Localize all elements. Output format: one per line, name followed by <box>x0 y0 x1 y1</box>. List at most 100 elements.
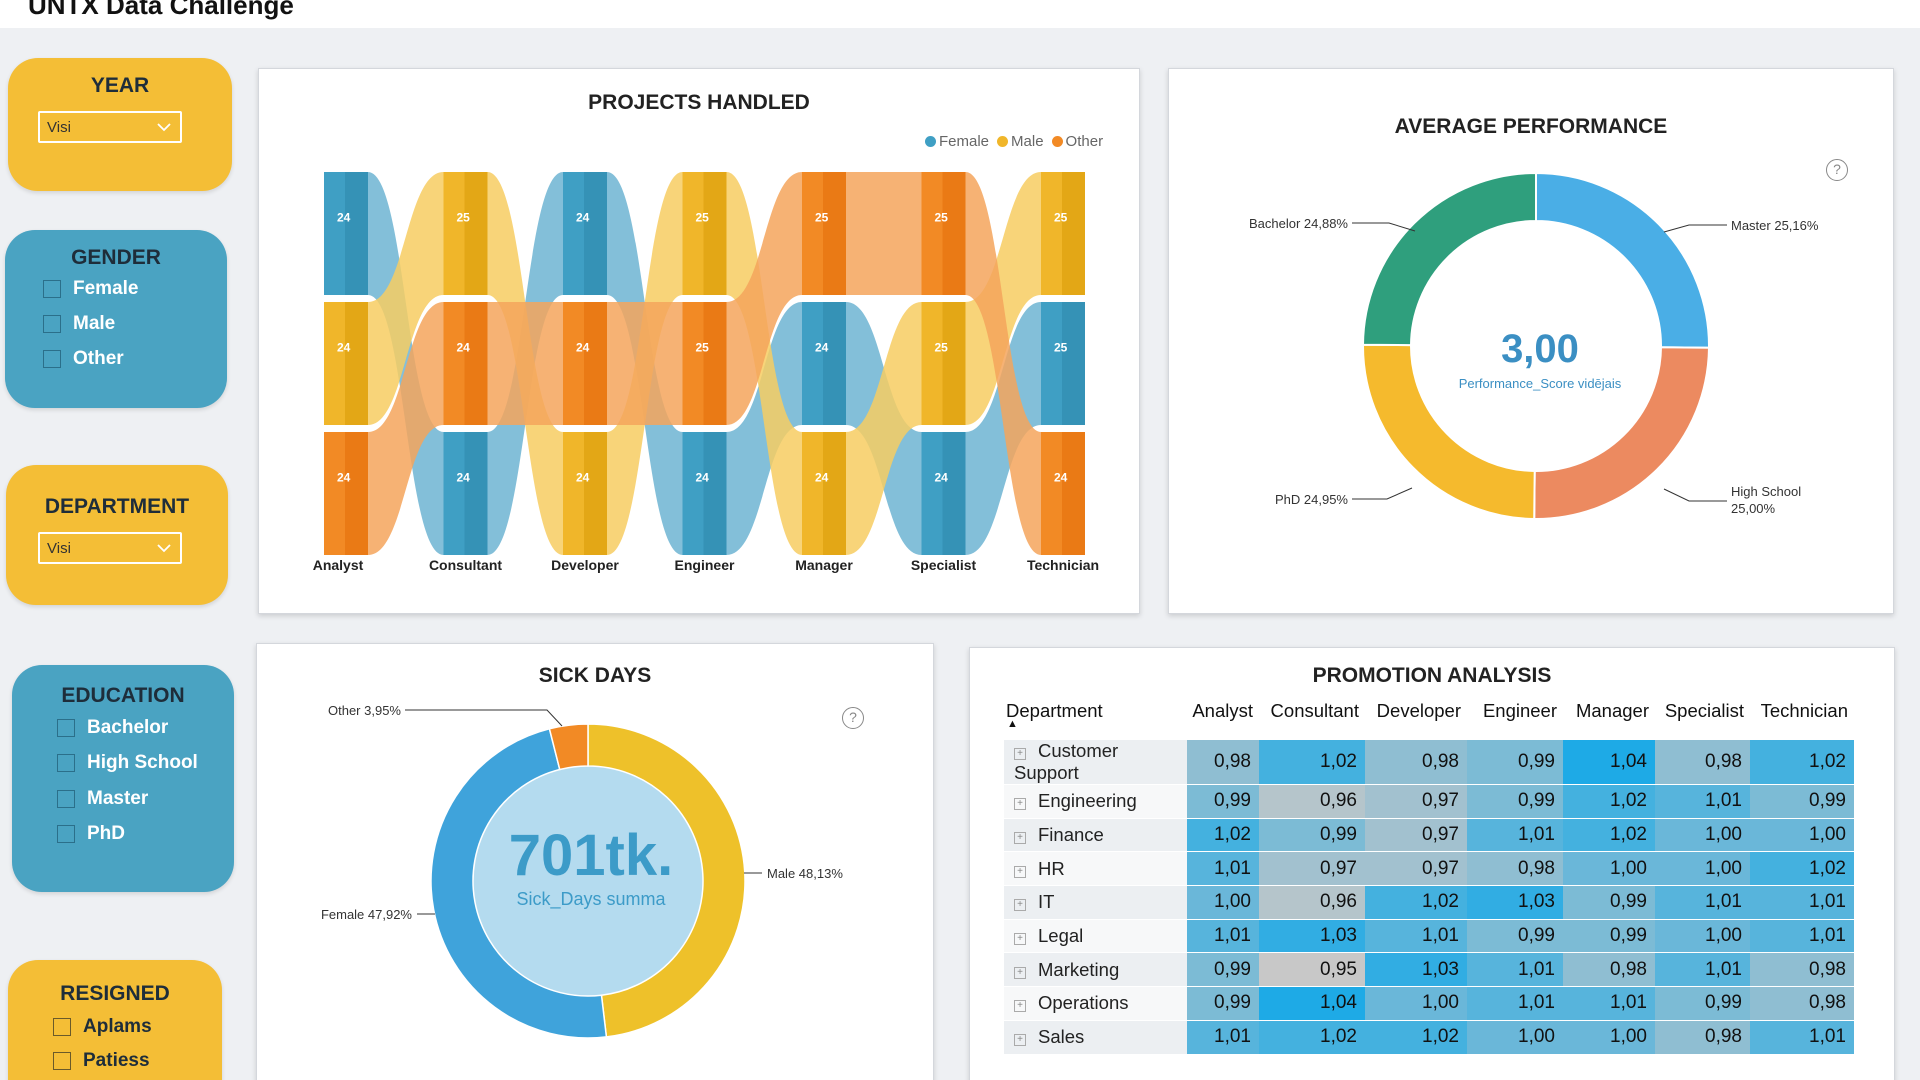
expand-icon[interactable]: + <box>1014 966 1026 979</box>
education-option-bachelor[interactable]: Bachelor <box>57 714 168 742</box>
matrix-cell[interactable]: 0,95 <box>1259 952 1365 987</box>
education-option-phd[interactable]: PhD <box>57 820 125 848</box>
ribbon-male[interactable] <box>726 172 803 555</box>
matrix-cell[interactable]: 0,97 <box>1365 851 1467 886</box>
matrix-cell[interactable]: 0,98 <box>1750 952 1854 987</box>
matrix-cell[interactable]: 1,02 <box>1187 818 1259 852</box>
matrix-cell[interactable]: 1,03 <box>1467 885 1563 920</box>
table-row[interactable]: + Sales 1,01 1,02 1,02 1,00 1,00 0,98 1,01 <box>1004 1020 1854 1054</box>
matrix-cell[interactable]: 1,04 <box>1259 986 1365 1021</box>
checkbox[interactable] <box>57 754 75 772</box>
matrix-cell[interactable]: 1,02 <box>1259 740 1365 785</box>
matrix-cell[interactable]: 1,00 <box>1655 818 1750 852</box>
sort-ascending-icon[interactable]: ▲ <box>1007 718 1018 730</box>
matrix-cell[interactable]: 0,99 <box>1563 885 1655 920</box>
matrix-cell[interactable]: 1,02 <box>1563 784 1655 819</box>
matrix-cell[interactable]: 1,01 <box>1187 851 1259 886</box>
matrix-cell[interactable]: 1,00 <box>1655 851 1750 886</box>
matrix-cell[interactable]: 1,01 <box>1467 952 1563 987</box>
matrix-cell[interactable]: 1,02 <box>1259 1020 1365 1054</box>
matrix-cell[interactable]: 0,96 <box>1259 885 1365 920</box>
ribbon-other[interactable] <box>846 172 922 295</box>
matrix-cell[interactable]: 1,00 <box>1187 885 1259 920</box>
matrix-cell[interactable]: 1,01 <box>1467 986 1563 1021</box>
gender-option-female[interactable]: Female <box>43 275 138 303</box>
ribbon-male[interactable] <box>965 172 1042 425</box>
checkbox[interactable] <box>53 1052 71 1070</box>
matrix-cell[interactable]: 1,00 <box>1365 986 1467 1021</box>
matrix-cell[interactable]: 1,00 <box>1467 1020 1563 1054</box>
matrix-cell[interactable]: 1,00 <box>1750 818 1854 852</box>
ribbon-male[interactable] <box>368 172 444 425</box>
row-header-cell[interactable]: + Finance <box>1004 818 1187 852</box>
column-header[interactable]: Analyst <box>1192 700 1253 721</box>
table-row[interactable]: + Engineering 0,99 0,96 0,97 0,99 1,02 1,01 0,99 <box>1004 784 1854 819</box>
ribbon-other[interactable] <box>726 172 803 425</box>
ribbon-male[interactable] <box>846 302 922 555</box>
matrix-cell[interactable]: 1,03 <box>1365 952 1467 987</box>
ribbon-female[interactable] <box>368 172 444 555</box>
matrix-cell[interactable]: 0,98 <box>1467 851 1563 886</box>
matrix-cell[interactable]: 1,01 <box>1655 784 1750 819</box>
table-row[interactable]: + Operations 0,99 1,04 1,00 1,01 1,01 0,99 0,98 <box>1004 986 1854 1021</box>
matrix-cell[interactable]: 0,99 <box>1467 784 1563 819</box>
matrix-cell[interactable]: 0,98 <box>1655 740 1750 785</box>
matrix-cell[interactable]: 1,04 <box>1563 740 1655 785</box>
resigned-option-aplams[interactable]: Aplams <box>53 1013 152 1041</box>
row-header-cell[interactable]: + Engineering <box>1004 784 1187 819</box>
checkbox[interactable] <box>53 1018 71 1036</box>
matrix-cell[interactable]: 0,98 <box>1750 986 1854 1021</box>
matrix-cell[interactable]: 1,00 <box>1563 1020 1655 1054</box>
matrix-cell[interactable]: 1,00 <box>1655 919 1750 953</box>
education-option-high-school[interactable]: High School <box>57 749 198 777</box>
matrix-cell[interactable]: 0,99 <box>1467 919 1563 953</box>
expand-icon[interactable]: + <box>1014 865 1026 878</box>
matrix-cell[interactable]: 1,02 <box>1750 740 1854 785</box>
ribbon-female[interactable] <box>965 302 1042 555</box>
matrix-cell[interactable]: 1,01 <box>1655 952 1750 987</box>
donut-slice[interactable] <box>1535 171 1710 349</box>
table-row[interactable]: + Finance 1,02 0,99 0,97 1,01 1,02 1,00 1,00 <box>1004 818 1854 852</box>
row-header-cell[interactable]: + Operations <box>1004 986 1187 1021</box>
row-header-cell[interactable]: + Marketing <box>1004 952 1187 987</box>
table-row[interactable]: + Customer Support 0,98 1,02 0,98 0,99 1,04 0,9… <box>1004 740 1854 785</box>
matrix-cell[interactable]: 1,01 <box>1750 885 1854 920</box>
ribbon-other[interactable] <box>487 302 564 425</box>
row-header-cell[interactable]: + IT <box>1004 885 1187 920</box>
department-dropdown[interactable]: Visi <box>38 532 182 564</box>
column-header[interactable]: Developer <box>1376 700 1461 721</box>
matrix-cell[interactable]: 1,03 <box>1259 919 1365 953</box>
matrix-cell[interactable]: 0,96 <box>1259 784 1365 819</box>
row-header-cell[interactable]: + Legal <box>1004 919 1187 953</box>
matrix-cell[interactable]: 1,02 <box>1750 851 1854 886</box>
help-icon[interactable]: ? <box>842 707 864 729</box>
matrix-cell[interactable]: 1,02 <box>1365 885 1467 920</box>
donut-slice[interactable] <box>1361 171 1537 347</box>
matrix-cell[interactable]: 1,01 <box>1467 818 1563 852</box>
matrix-cell[interactable]: 1,01 <box>1750 919 1854 953</box>
matrix-cell[interactable]: 0,99 <box>1187 952 1259 987</box>
row-header-cell[interactable]: + HR <box>1004 851 1187 886</box>
expand-icon[interactable]: + <box>1014 1000 1026 1013</box>
column-header[interactable]: Engineer <box>1482 700 1557 721</box>
column-header[interactable]: Manager <box>1575 700 1649 721</box>
expand-icon[interactable]: + <box>1014 798 1026 811</box>
checkbox[interactable] <box>57 825 75 843</box>
matrix-cell[interactable]: 0,99 <box>1467 740 1563 785</box>
matrix-cell[interactable]: 0,99 <box>1259 818 1365 852</box>
matrix-cell[interactable]: 0,98 <box>1365 740 1467 785</box>
education-option-master[interactable]: Master <box>57 785 148 813</box>
checkbox[interactable] <box>43 350 61 368</box>
expand-icon[interactable]: + <box>1014 748 1026 760</box>
matrix-cell[interactable]: 1,01 <box>1365 919 1467 953</box>
checkbox[interactable] <box>43 280 61 298</box>
matrix-cell[interactable]: 0,98 <box>1187 740 1259 785</box>
year-dropdown[interactable]: Visi <box>38 111 182 143</box>
matrix-cell[interactable]: 0,99 <box>1187 784 1259 819</box>
matrix-cell[interactable]: 1,02 <box>1365 1020 1467 1054</box>
matrix-cell[interactable]: 0,98 <box>1655 1020 1750 1054</box>
matrix-cell[interactable]: 1,01 <box>1750 1020 1854 1054</box>
donut-slice[interactable] <box>548 723 589 771</box>
matrix-cell[interactable]: 0,97 <box>1365 784 1467 819</box>
column-header-department[interactable]: Department <box>1006 700 1103 721</box>
